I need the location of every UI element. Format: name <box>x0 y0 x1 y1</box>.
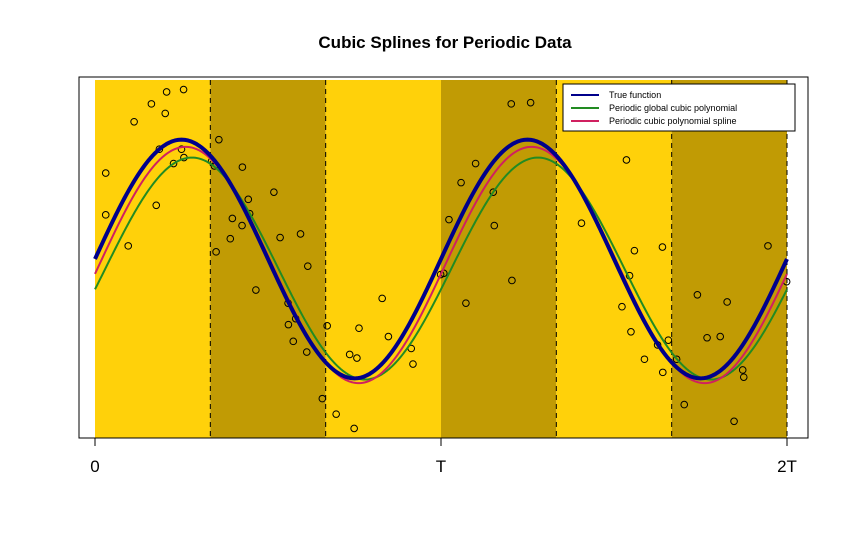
data-point <box>302 348 311 356</box>
x-tick-label-0: 0 <box>90 457 99 476</box>
data-point <box>353 354 361 362</box>
data-point <box>507 100 516 108</box>
data-point <box>664 336 673 344</box>
data-point <box>244 195 253 204</box>
data-point <box>378 294 386 303</box>
data-point <box>155 145 164 154</box>
data-point <box>738 366 747 374</box>
data-point <box>162 88 171 96</box>
data-point <box>238 221 246 230</box>
data-point <box>101 211 110 219</box>
fitted-curves <box>93 137 789 385</box>
data-point <box>462 299 470 307</box>
data-point <box>471 159 480 168</box>
data-point <box>276 233 284 242</box>
data-point <box>332 410 340 418</box>
legend-box <box>562 83 796 132</box>
data-point <box>672 355 681 364</box>
data-point <box>303 262 312 270</box>
data-point <box>409 360 417 368</box>
data-point <box>627 327 635 336</box>
x-axis: 0 T 2T <box>90 437 797 476</box>
data-point <box>169 159 178 168</box>
data-point <box>680 400 689 409</box>
data-point <box>526 98 535 107</box>
data-point <box>384 332 393 341</box>
data-point <box>489 188 498 196</box>
band-0 <box>95 80 211 438</box>
data-point <box>577 219 586 227</box>
data-point <box>215 135 223 144</box>
data-point <box>445 215 453 224</box>
data-point <box>177 145 186 154</box>
data-point <box>323 322 331 330</box>
data-point <box>658 243 667 251</box>
data-point <box>152 201 161 210</box>
data-point <box>355 324 363 333</box>
data-point <box>226 234 235 243</box>
legend: True function Periodic global cubic polyn… <box>562 83 796 132</box>
data-point <box>490 221 499 230</box>
data-point <box>345 350 354 359</box>
data-point <box>716 332 725 341</box>
legend-label-0: True function <box>609 90 661 100</box>
data-point <box>296 230 305 238</box>
data-point <box>630 246 639 255</box>
data-point <box>350 424 358 433</box>
legend-label-2: Periodic cubic polynomial spline <box>609 116 737 126</box>
data-point <box>622 156 631 164</box>
data-point <box>723 298 731 306</box>
data-point <box>318 394 327 403</box>
chart-title: Cubic Splines for Periodic Data <box>318 33 572 52</box>
data-point <box>739 373 748 381</box>
data-point <box>640 355 649 364</box>
band-2 <box>325 80 441 438</box>
data-point <box>270 188 278 196</box>
data-point <box>228 214 237 223</box>
x-tick-label-1: T <box>436 457 446 476</box>
legend-label-1: Periodic global cubic polynomial <box>609 103 737 113</box>
data-point <box>179 85 188 94</box>
data-point <box>289 337 298 346</box>
x-tick-label-2: 2T <box>777 457 797 476</box>
data-point <box>238 163 247 171</box>
band-3 <box>441 80 557 438</box>
series-line-0 <box>93 137 789 381</box>
series-line-1 <box>94 156 788 381</box>
knot-lines <box>209 80 788 438</box>
data-point <box>252 286 260 294</box>
data-point <box>147 100 156 108</box>
band-5 <box>671 80 787 438</box>
data-point <box>161 109 170 118</box>
data-point <box>658 368 667 377</box>
data-point <box>693 291 702 299</box>
data-point <box>730 417 738 426</box>
data-point <box>703 333 711 342</box>
data-point <box>764 242 772 250</box>
data-point <box>284 320 293 329</box>
data-point <box>618 302 626 311</box>
data-point <box>101 169 110 177</box>
data-point <box>130 117 138 126</box>
data-point <box>508 276 516 285</box>
data-point <box>212 248 220 256</box>
data-point <box>124 242 133 250</box>
data-point <box>457 178 465 187</box>
